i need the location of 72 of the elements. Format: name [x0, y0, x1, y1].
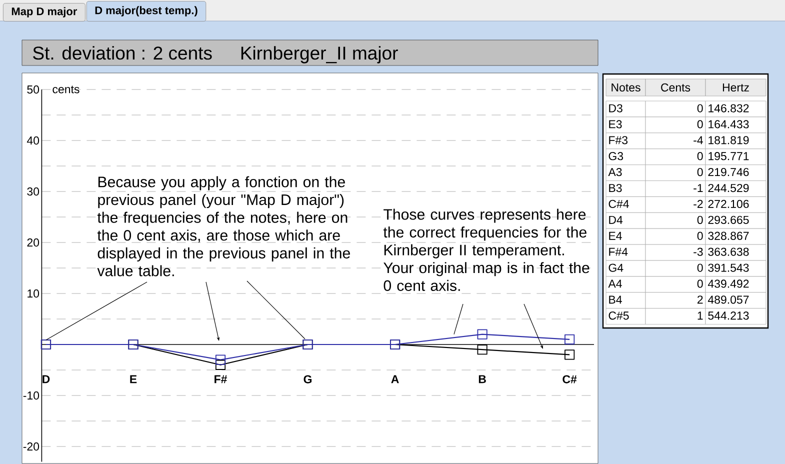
data-label: -2	[694, 200, 703, 208]
y-tick-label: -20	[23, 442, 40, 451]
point	[477, 329, 488, 340]
x-tick-label: F#	[214, 375, 228, 384]
annotation: Those curves represents here the correct frequencies for the Kirnberger II temperament. Your original map is in fact the 0 cent axis.	[383, 208, 590, 291]
data-label: 0	[697, 152, 703, 160]
data-label: 439.492	[708, 280, 749, 288]
text: D major(best temp.)	[95, 6, 198, 16]
text: Map D major	[12, 7, 78, 18]
chart-title: St. deviation : 2 cents	[33, 46, 212, 60]
data-label: 0	[697, 216, 703, 224]
y-tick-label: G4	[608, 264, 624, 272]
y-tick-label: D3	[609, 104, 622, 112]
point	[215, 360, 226, 370]
point	[564, 334, 575, 344]
y-tick-label: E3	[609, 120, 622, 128]
point	[564, 350, 575, 360]
data-label: -1	[694, 184, 703, 192]
y-tick-label: A3	[608, 168, 622, 176]
x-tick-label: D	[42, 375, 50, 384]
x-tick-label: G	[304, 375, 312, 384]
data-label: 195.771	[708, 152, 749, 160]
y-tick-label: F#4	[609, 248, 628, 256]
data-label: 363.638	[708, 248, 749, 256]
data-label: 272.106	[708, 200, 749, 208]
data-label: 164.433	[708, 120, 749, 128]
data-label: 146.832	[708, 104, 749, 112]
data-label: 391.543	[708, 264, 749, 272]
data-label: 0	[697, 232, 703, 240]
y-tick-label: B3	[609, 184, 622, 192]
data-label: 0	[697, 280, 703, 288]
x-tick-label: Hertz	[722, 83, 749, 92]
y-tick-label: C#4	[608, 200, 629, 208]
data-label: 219.746	[708, 168, 749, 176]
y-tick-label: 40	[26, 136, 40, 145]
y-tick-label: 50	[27, 85, 40, 94]
y-tick-label: E4	[609, 232, 622, 240]
point	[215, 354, 226, 365]
chart-subtitle: Kirnberger_II major	[241, 46, 398, 64]
x-tick-label: B	[478, 375, 486, 384]
x-tick-label: E	[130, 375, 137, 384]
data-label: 0	[697, 104, 703, 112]
data-label: 181.819	[708, 136, 749, 144]
x-tick-label: A	[391, 375, 399, 384]
data-label: 489.057	[708, 296, 749, 304]
data-label: 1	[698, 312, 703, 320]
y-axis-title: cents	[52, 86, 80, 94]
data-label: 0	[697, 120, 703, 128]
data-label: 328.867	[708, 232, 749, 240]
y-axis-title: Notes	[612, 83, 640, 92]
data-label: -3	[694, 248, 703, 256]
annotation: Because you apply a fonction on the previous panel (your "Map D major") the frequencies of the notes, here on the 0 cent axis, are those which are displayed in the previous panel in the value table.	[97, 176, 350, 276]
x-tick-label: Cents	[661, 83, 690, 92]
data-label: 0	[697, 168, 703, 176]
data-label: 293.665	[708, 216, 749, 224]
y-tick-label: C#5	[608, 312, 629, 320]
y-tick-label: A4	[608, 280, 622, 288]
data-label: -4	[694, 136, 703, 144]
y-tick-label: F#3	[609, 136, 628, 144]
data-label: 244.529	[708, 184, 749, 192]
y-tick-label: 30	[27, 187, 40, 196]
y-tick-label: -10	[23, 391, 40, 400]
x-tick-label: C#	[562, 375, 577, 384]
data-label: 544.213	[708, 312, 749, 320]
data-label: 0	[697, 264, 703, 272]
point	[477, 344, 488, 355]
y-tick-label: 10	[28, 289, 40, 298]
y-tick-label: D4	[609, 216, 623, 224]
y-tick-label: B4	[609, 296, 622, 304]
y-tick-label: 20	[27, 238, 40, 247]
data-label: 2	[697, 296, 703, 304]
y-tick-label: G3	[608, 152, 624, 160]
